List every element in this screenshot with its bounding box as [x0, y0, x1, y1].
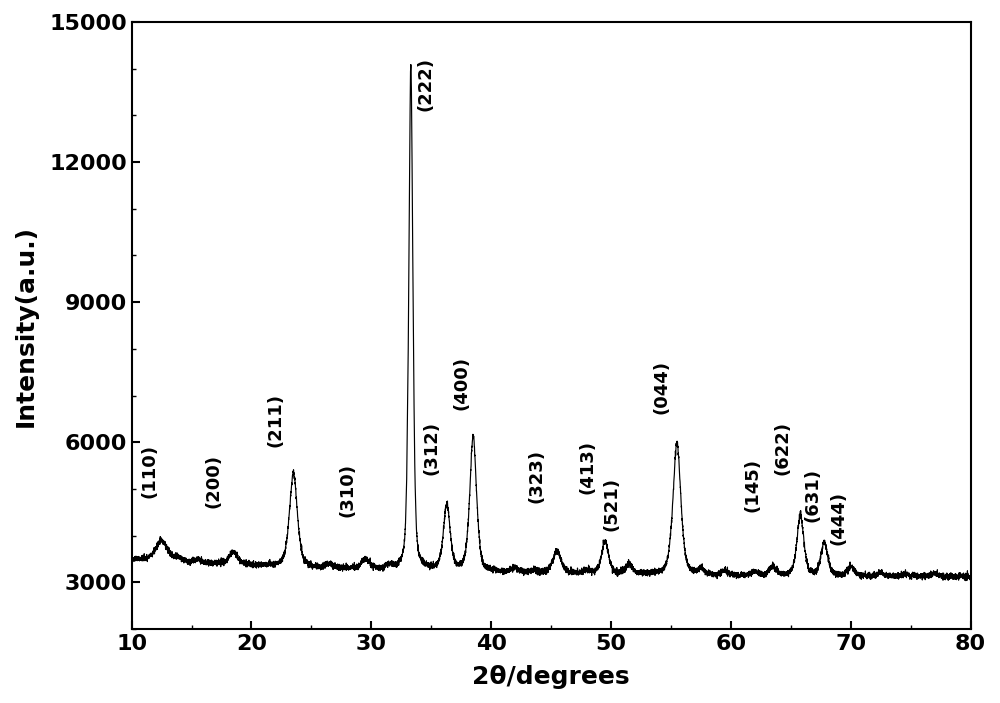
Text: (444): (444) [830, 491, 848, 545]
Text: (211): (211) [266, 393, 284, 447]
Text: (400): (400) [452, 356, 470, 410]
Text: (323): (323) [528, 449, 546, 503]
Text: (312): (312) [422, 421, 440, 475]
Text: (631): (631) [803, 467, 821, 522]
Text: (622): (622) [773, 421, 791, 475]
X-axis label: 2θ/degrees: 2θ/degrees [472, 665, 630, 689]
Text: (222): (222) [416, 57, 434, 110]
Text: (413): (413) [578, 439, 596, 494]
Text: (110): (110) [141, 444, 159, 498]
Text: (521): (521) [602, 477, 620, 531]
Text: (044): (044) [652, 360, 670, 414]
Y-axis label: Intensity(a.u.): Intensity(a.u.) [14, 224, 38, 427]
Text: (200): (200) [204, 453, 222, 508]
Text: (145): (145) [743, 458, 761, 512]
Text: (310): (310) [338, 463, 356, 517]
